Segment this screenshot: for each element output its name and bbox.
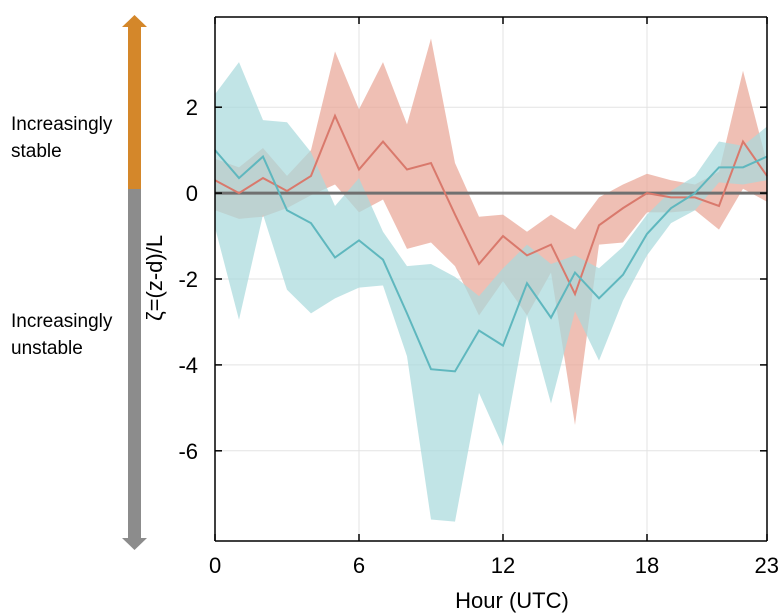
unstable-label-line2: unstable	[11, 338, 83, 359]
x-tick-label: 6	[353, 553, 365, 578]
x-tick-label: 18	[635, 553, 659, 578]
x-tick-labels: 0 6 12 18 23	[209, 553, 779, 578]
y-tick-label: -4	[178, 353, 198, 378]
series-2-line	[214, 149, 768, 373]
stable-arrowhead	[122, 15, 147, 27]
axes	[214, 16, 768, 542]
y-tick-label: 0	[186, 181, 198, 206]
stable-label-line1: Increasingly	[11, 114, 113, 135]
stable-bar	[128, 27, 141, 189]
stability-arrow	[122, 15, 147, 550]
y-tick-labels: 2 0 -2 -4 -6	[178, 95, 198, 464]
unstable-bar	[128, 189, 141, 538]
unstable-label-line1: Increasingly	[11, 311, 113, 332]
y-axis-title: ζ=(z-d)/L	[142, 235, 167, 321]
series-1-line	[214, 113, 768, 297]
x-tick-label: 0	[209, 553, 221, 578]
series-lines	[214, 113, 768, 373]
x-tick-label: 23	[755, 553, 779, 578]
series-1-band	[215, 38, 767, 426]
stable-label-line2: stable	[11, 141, 62, 162]
unstable-arrowhead	[122, 538, 147, 550]
y-tick-label: -6	[178, 439, 198, 464]
y-tick-label: -2	[178, 267, 198, 292]
series-bands	[215, 38, 767, 522]
y-tick-label: 2	[186, 95, 198, 120]
x-tick-label: 12	[491, 553, 515, 578]
x-axis-title: Hour (UTC)	[455, 588, 569, 613]
series-2-band	[215, 62, 767, 522]
